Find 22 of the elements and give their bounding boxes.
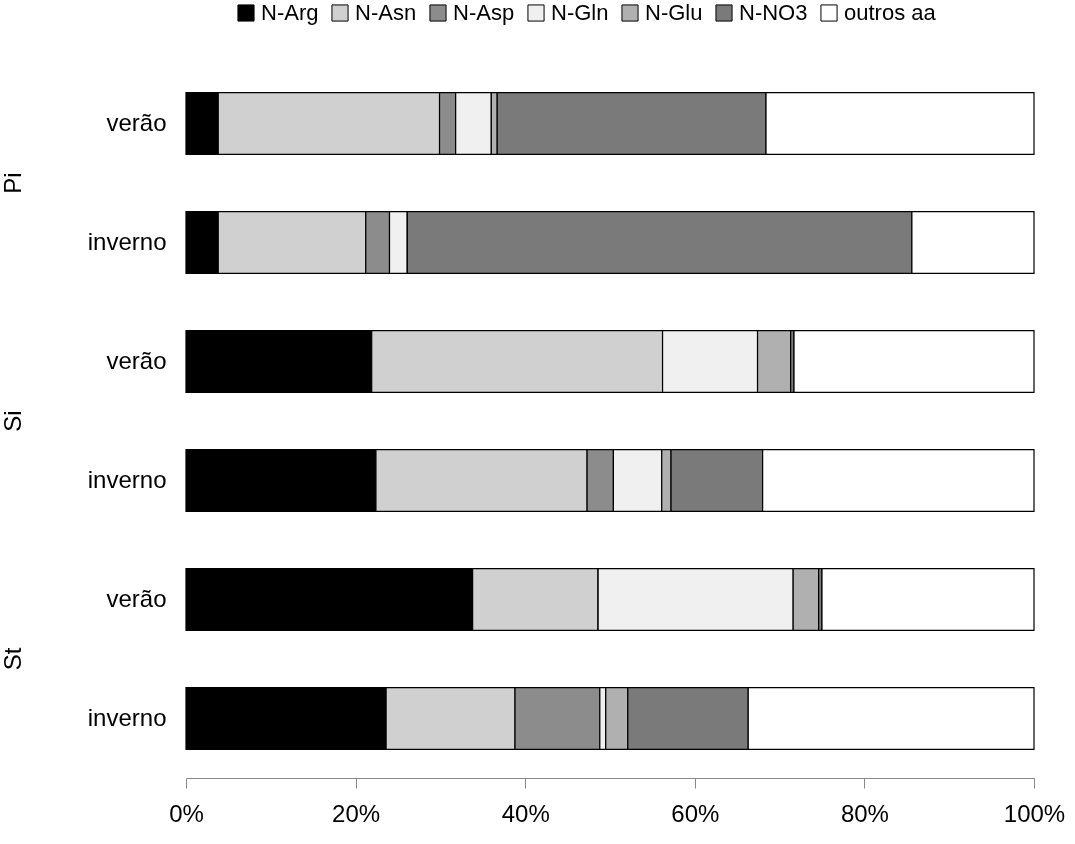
x-tick-label: 40% [501,799,550,827]
x-tick-label: 100% [1003,799,1066,827]
y-tick-label: verão [106,108,167,136]
legend-label: N-Arg [261,0,319,25]
y-tick-label: verão [106,584,167,612]
legend-label: N-Asn [355,0,417,25]
x-tick-label: 80% [840,799,889,827]
legend-label: N-Asp [453,0,515,25]
text: Pi [0,172,26,194]
legend-label: N-NO3 [739,0,808,25]
x-tick-label: 60% [671,799,720,827]
legend-label: outros aa [844,0,937,25]
y-tick-label: inverno [87,227,167,255]
y-tick-label: verão [106,346,167,374]
legend-label: N-Gln [551,0,609,25]
y-tick-label: inverno [87,703,167,731]
x-tick-label: 20% [332,799,381,827]
text: Si [0,410,26,432]
y-tick-label: inverno [87,465,167,493]
legend-label: N-Glu [645,0,703,25]
x-tick-label: 0% [169,799,204,827]
text: St [0,647,26,671]
